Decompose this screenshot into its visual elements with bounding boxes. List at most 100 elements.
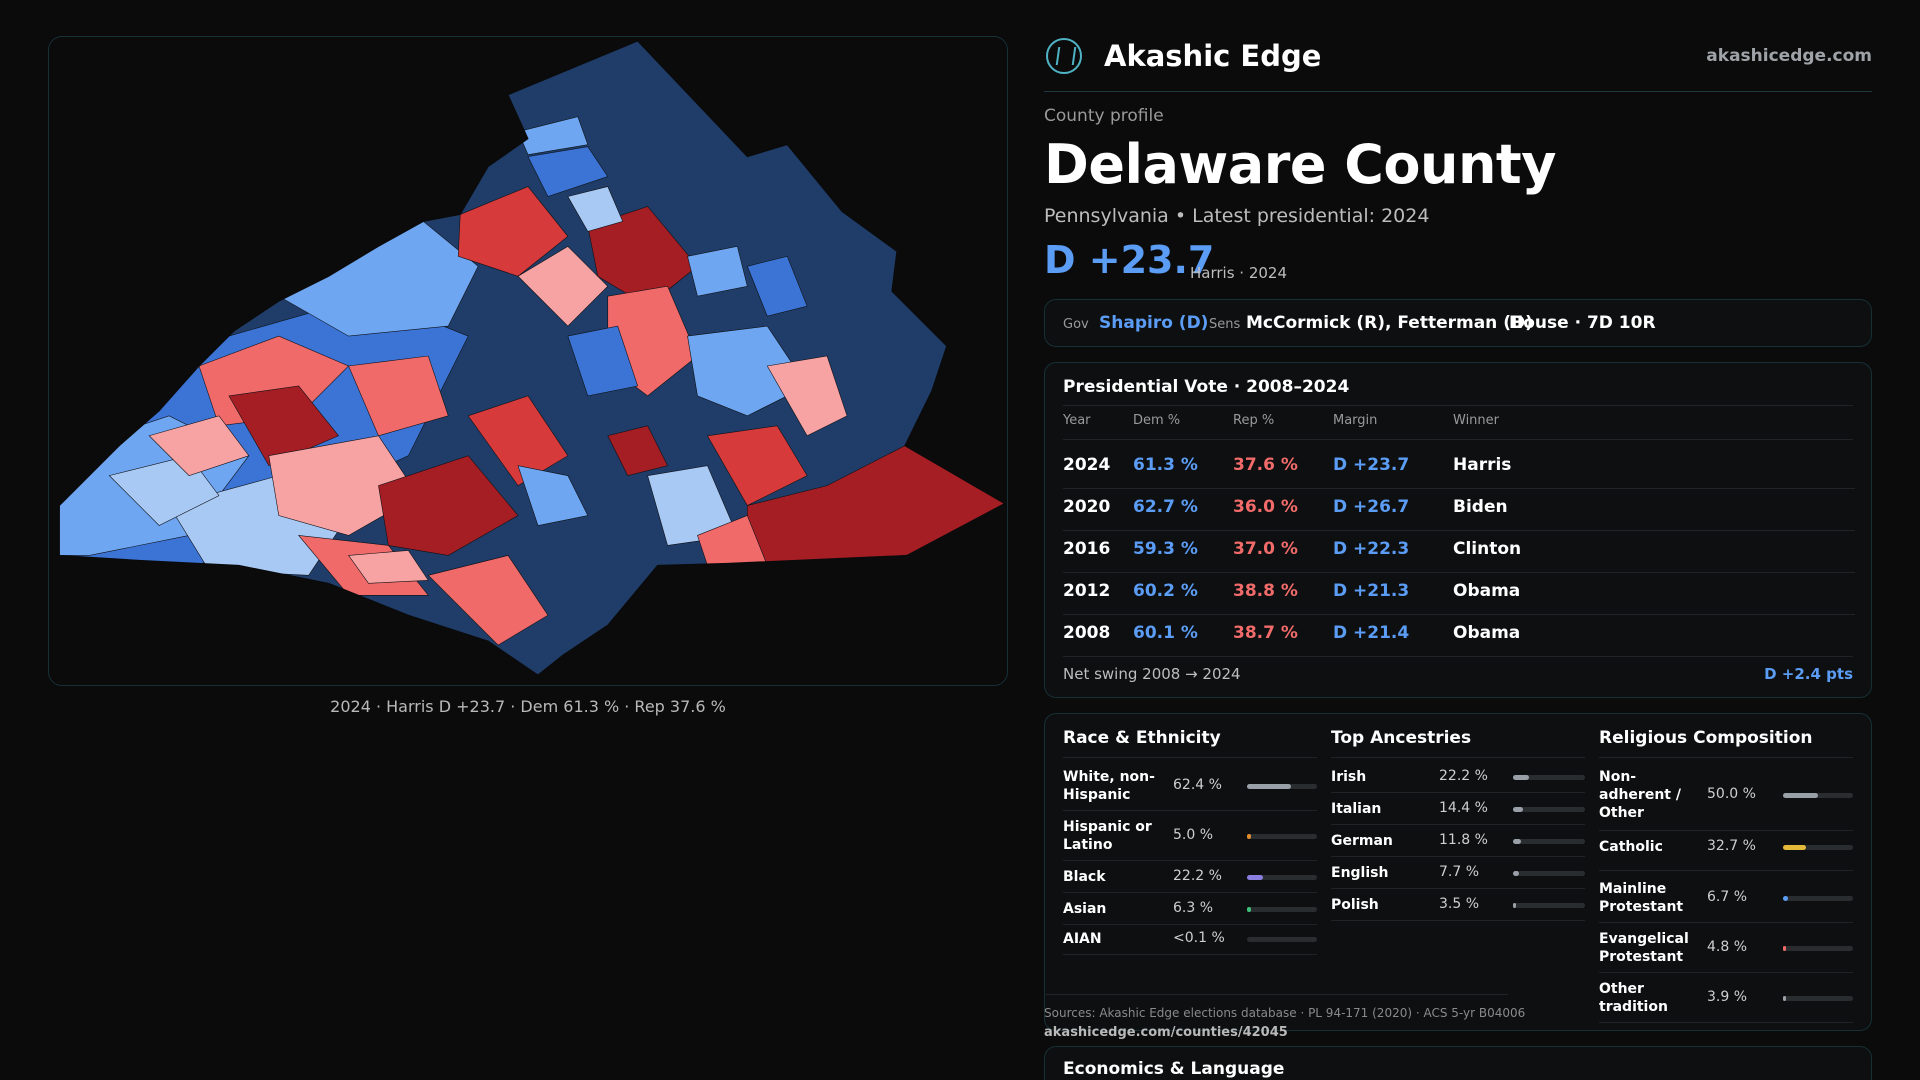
dem-pct-cell: 62.7 % xyxy=(1133,497,1198,517)
race-bar xyxy=(1247,937,1317,942)
precinct-region[interactable] xyxy=(567,186,624,232)
year-cell: 2024 xyxy=(1063,455,1111,475)
precinct-region[interactable] xyxy=(427,555,549,646)
dem-pct-cell: 59.3 % xyxy=(1133,539,1198,559)
sources-url-link[interactable]: akashicedge.com/counties/42045 xyxy=(1044,1025,1288,1040)
latest-margin-note: Harris · 2024 xyxy=(1190,264,1288,282)
precinct-region[interactable] xyxy=(517,245,609,327)
precinct-region[interactable] xyxy=(378,455,519,556)
race-bar xyxy=(1247,907,1317,912)
ancestry-pct: 22.2 % xyxy=(1439,768,1488,784)
precinct-region[interactable] xyxy=(148,415,250,476)
ancestry-title: Top Ancestries xyxy=(1331,728,1472,748)
race-bar-fill xyxy=(1247,907,1252,912)
ancestry-bar-fill xyxy=(1513,903,1516,908)
house-value: House · 7D 10R xyxy=(1509,313,1656,333)
ancestry-row: English 7.7 % xyxy=(1331,864,1585,892)
precinct-region[interactable] xyxy=(457,186,569,277)
col-header-rep: Rep % xyxy=(1233,413,1275,428)
ancestry-row: German 11.8 % xyxy=(1331,832,1585,860)
race-pct: 6.3 % xyxy=(1173,900,1214,916)
religion-name: Other tradition xyxy=(1599,981,1668,1015)
race-row: White, non-Hispanic 62.4 % xyxy=(1063,768,1317,814)
sens-label: Sens xyxy=(1209,317,1241,332)
religion-title: Religious Composition xyxy=(1599,728,1813,748)
religion-pct: 4.8 % xyxy=(1707,939,1748,955)
race-row: Hispanic or Latino 5.0 % xyxy=(1063,818,1317,864)
sens-value: McCormick (R), Fetterman (D) xyxy=(1246,313,1533,333)
dem-pct-cell: 60.2 % xyxy=(1133,581,1198,601)
precinct-region[interactable] xyxy=(607,425,669,476)
race-title: Race & Ethnicity xyxy=(1063,728,1221,748)
ancestry-bar xyxy=(1513,807,1585,812)
religion-bar xyxy=(1783,896,1853,901)
year-cell: 2012 xyxy=(1063,581,1111,601)
ancestry-bar-fill xyxy=(1513,871,1519,876)
religion-row: Catholic 32.7 % xyxy=(1599,838,1853,874)
ancestry-name: Polish xyxy=(1331,897,1379,913)
ancestry-pct: 3.5 % xyxy=(1439,896,1480,912)
race-bar xyxy=(1247,834,1317,839)
ancestry-pct: 14.4 % xyxy=(1439,800,1488,816)
race-row: Asian 6.3 % xyxy=(1063,900,1317,928)
precinct-map-svg[interactable] xyxy=(49,37,1007,685)
race-pct: 5.0 % xyxy=(1173,827,1214,843)
ancestry-name: Irish xyxy=(1331,769,1367,785)
ancestry-bar xyxy=(1513,903,1585,908)
officials-card: Gov Shapiro (D) Sens McCormick (R), Fett… xyxy=(1044,299,1872,347)
ancestry-row: Italian 14.4 % xyxy=(1331,800,1585,828)
race-pct: <0.1 % xyxy=(1173,930,1225,946)
religion-bar xyxy=(1783,793,1853,798)
winner-cell: Obama xyxy=(1453,623,1521,643)
religion-pct: 50.0 % xyxy=(1707,786,1756,802)
race-name: Black xyxy=(1063,869,1106,885)
economics-title: Economics & Language xyxy=(1063,1059,1285,1079)
precinct-region[interactable] xyxy=(687,246,748,297)
precinct-region[interactable] xyxy=(517,116,589,155)
precinct-region[interactable] xyxy=(517,465,589,526)
race-row: Black 22.2 % xyxy=(1063,868,1317,896)
ancestry-pct: 11.8 % xyxy=(1439,832,1488,848)
precinct-region[interactable] xyxy=(567,325,639,397)
race-name: AIAN xyxy=(1063,931,1102,947)
precinct-region[interactable] xyxy=(587,206,698,307)
ancestry-bar-fill xyxy=(1513,807,1524,812)
rep-pct-cell: 38.8 % xyxy=(1233,581,1298,601)
latest-margin: D +23.7 xyxy=(1044,238,1215,282)
demographics-card: Race & Ethnicity Top Ancestries Religiou… xyxy=(1044,713,1872,1031)
race-name: Hispanic or Latino xyxy=(1063,819,1152,853)
religion-row: Non-adherent / Other 50.0 % xyxy=(1599,768,1853,834)
religion-name: Catholic xyxy=(1599,839,1663,855)
precinct-region[interactable] xyxy=(348,355,449,437)
year-cell: 2008 xyxy=(1063,623,1111,643)
precinct-region[interactable] xyxy=(527,146,609,197)
religion-bar xyxy=(1783,845,1853,850)
religion-row: Other tradition 3.9 % xyxy=(1599,980,1853,1026)
ancestry-row: Irish 22.2 % xyxy=(1331,768,1585,796)
margin-cell: D +23.7 xyxy=(1333,455,1410,475)
precinct-region[interactable] xyxy=(687,325,808,417)
precinct-region[interactable] xyxy=(348,550,429,584)
religion-row: Mainline Protestant 6.7 % xyxy=(1599,880,1853,926)
precinct-region[interactable] xyxy=(706,425,808,506)
ancestry-bar-fill xyxy=(1513,775,1529,780)
economics-card: Economics & Language xyxy=(1044,1046,1872,1080)
ancestry-bar xyxy=(1513,839,1585,844)
rep-pct-cell: 37.6 % xyxy=(1233,455,1298,475)
religion-bar-fill xyxy=(1783,946,1787,951)
year-cell: 2016 xyxy=(1063,539,1111,559)
precinct-map[interactable] xyxy=(48,36,1008,686)
precinct-region[interactable] xyxy=(228,385,340,467)
tree-logo-icon xyxy=(1046,38,1082,74)
precinct-region[interactable] xyxy=(467,395,569,487)
ancestry-row: Polish 3.5 % xyxy=(1331,896,1585,924)
table-row: 2024 61.3 % 37.6 % D +23.7 Harris xyxy=(1045,447,1873,489)
col-header-margin: Margin xyxy=(1333,413,1378,428)
brand-url-link[interactable]: akashicedge.com xyxy=(1706,46,1872,66)
presidential-vote-card: Presidential Vote · 2008–2024 Year Dem %… xyxy=(1044,362,1872,698)
rep-pct-cell: 38.7 % xyxy=(1233,623,1298,643)
precinct-region[interactable] xyxy=(746,255,808,317)
precinct-region[interactable] xyxy=(766,355,848,437)
margin-cell: D +22.3 xyxy=(1333,539,1410,559)
ancestry-bar xyxy=(1513,775,1585,780)
